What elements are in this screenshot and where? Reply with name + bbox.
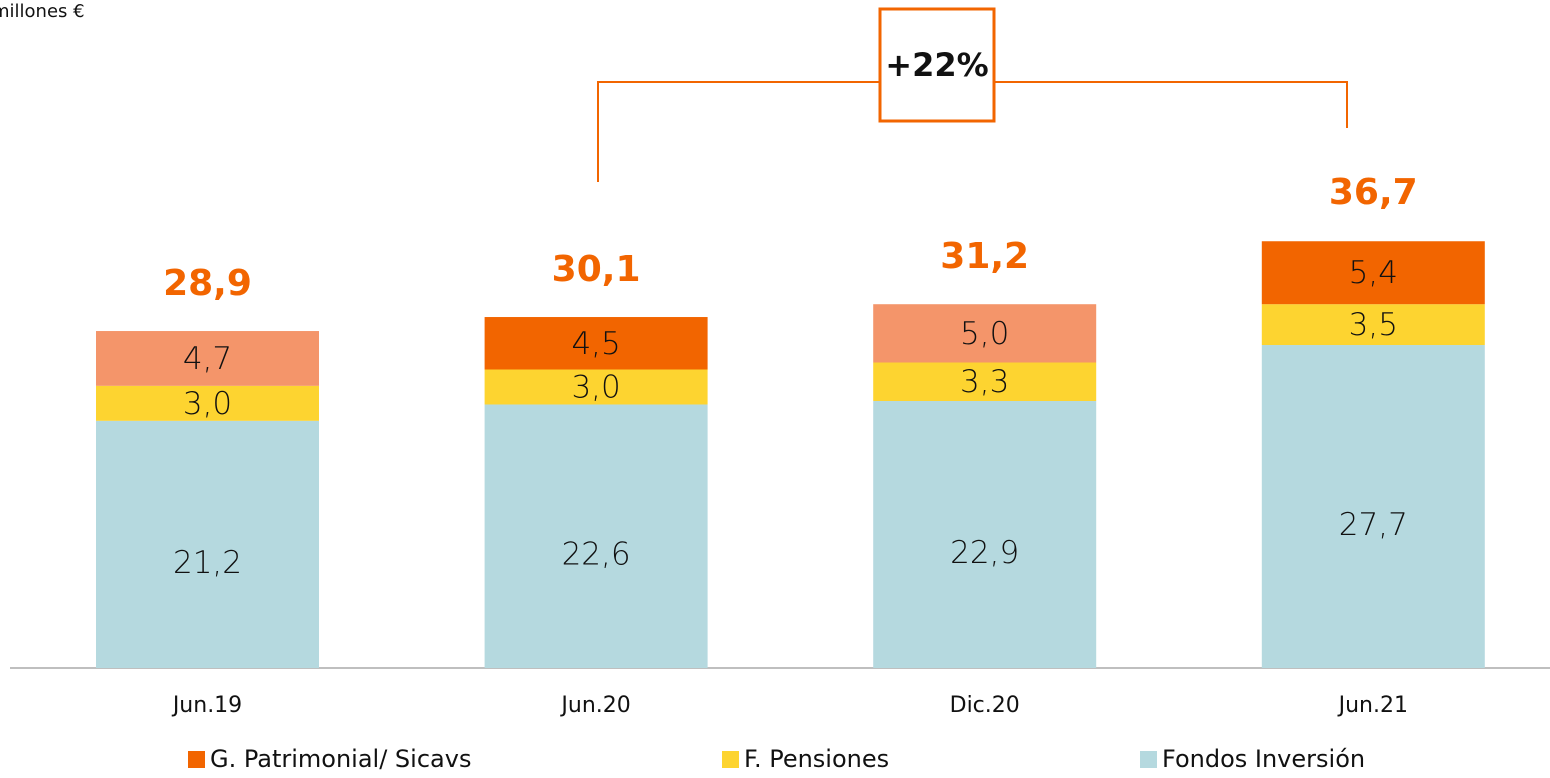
bar-segment <box>484 317 708 370</box>
segment-label: 5,4 <box>1349 255 1398 291</box>
annotation-box <box>878 7 996 123</box>
bracket <box>597 81 879 182</box>
x-tick-label: Jun.19 <box>171 693 242 718</box>
segment-label: 3,0 <box>571 369 620 405</box>
legend-swatch <box>188 751 205 768</box>
bar-segment <box>1261 304 1485 346</box>
bar-segment <box>1261 241 1485 305</box>
annotation-text: +22% <box>885 46 988 84</box>
bar-segment <box>1261 345 1485 668</box>
segment-label: 3,5 <box>1349 307 1398 343</box>
legend-label: G. Patrimonial/ Sicavs <box>210 745 471 773</box>
legend-label: F. Pensiones <box>744 745 889 773</box>
segment-label: 3,0 <box>183 386 232 422</box>
bracket <box>995 81 1348 128</box>
total-label: 30,1 <box>552 249 641 290</box>
growth-annotation: +22% <box>597 7 1348 182</box>
x-tick-label: Jun.21 <box>1337 693 1408 718</box>
segment-label: 3,3 <box>960 364 1009 400</box>
segment-label: 4,7 <box>183 341 232 377</box>
unit-label: millones € <box>0 1 85 22</box>
x-tick-label: Dic.20 <box>950 693 1020 718</box>
segment-label: 27,7 <box>1339 507 1408 543</box>
bar-segment <box>873 362 1097 401</box>
bar-segment <box>873 304 1097 363</box>
segment-label: 22,9 <box>950 535 1019 571</box>
bar-segment <box>484 369 708 405</box>
segment-label: 22,6 <box>562 537 631 573</box>
segment-label: 4,5 <box>571 326 620 362</box>
bar-segment <box>484 404 708 668</box>
x-tick-label: Jun.20 <box>559 693 630 718</box>
bar-segment <box>96 420 319 668</box>
segment-label: 21,2 <box>173 545 242 581</box>
legend-label: Fondos Inversión <box>1162 745 1365 773</box>
legend-swatch <box>1140 751 1157 768</box>
total-label: 28,9 <box>163 263 252 304</box>
total-label: 36,7 <box>1329 172 1418 213</box>
total-label: 31,2 <box>940 236 1029 277</box>
bar-segment <box>873 400 1097 668</box>
legend-swatch <box>722 751 739 768</box>
bar-segment <box>96 331 319 386</box>
bar-segment <box>96 385 319 421</box>
segment-label: 5,0 <box>960 316 1009 352</box>
